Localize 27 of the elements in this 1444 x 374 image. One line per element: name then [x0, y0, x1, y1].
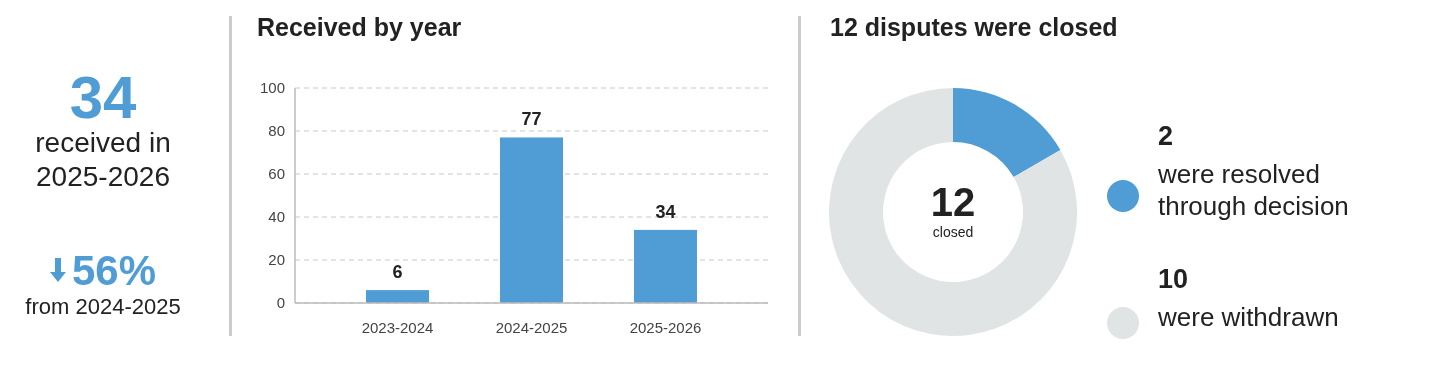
x-tick-label: 2024-2025: [495, 319, 568, 336]
x-tick-label: 2025-2026: [629, 319, 702, 336]
data-label: 2: [1158, 121, 1174, 151]
donut-slice: [953, 88, 1061, 177]
donut-slice: [829, 88, 1077, 336]
text: 12: [930, 180, 976, 224]
chart-title: 12 disputes were closed: [830, 13, 1118, 41]
data-label: 10: [1158, 264, 1189, 294]
y-tick-label: 60: [268, 165, 285, 182]
bar: [366, 290, 429, 303]
y-tick-label: 20: [268, 251, 285, 268]
bar: [634, 229, 697, 303]
x-tick-label: 2023-2024: [361, 319, 434, 336]
legend-label: were resolved through decision: [1157, 159, 1349, 221]
y-tick-label: 40: [268, 208, 285, 225]
data-label: 6: [392, 262, 403, 283]
bar: [500, 137, 563, 303]
y-tick-label: 80: [268, 122, 285, 139]
text: from 2024-2025: [25, 294, 181, 319]
text: closed: [932, 224, 974, 240]
text: 56%: [72, 247, 157, 294]
legend-label: were withdrawn: [1157, 302, 1339, 332]
y-tick-label: 0: [276, 294, 285, 311]
y-tick-label: 100: [259, 79, 285, 96]
data-label: 77: [521, 109, 542, 130]
data-label: 34: [655, 201, 676, 222]
chart-title: Received by year: [257, 13, 462, 41]
